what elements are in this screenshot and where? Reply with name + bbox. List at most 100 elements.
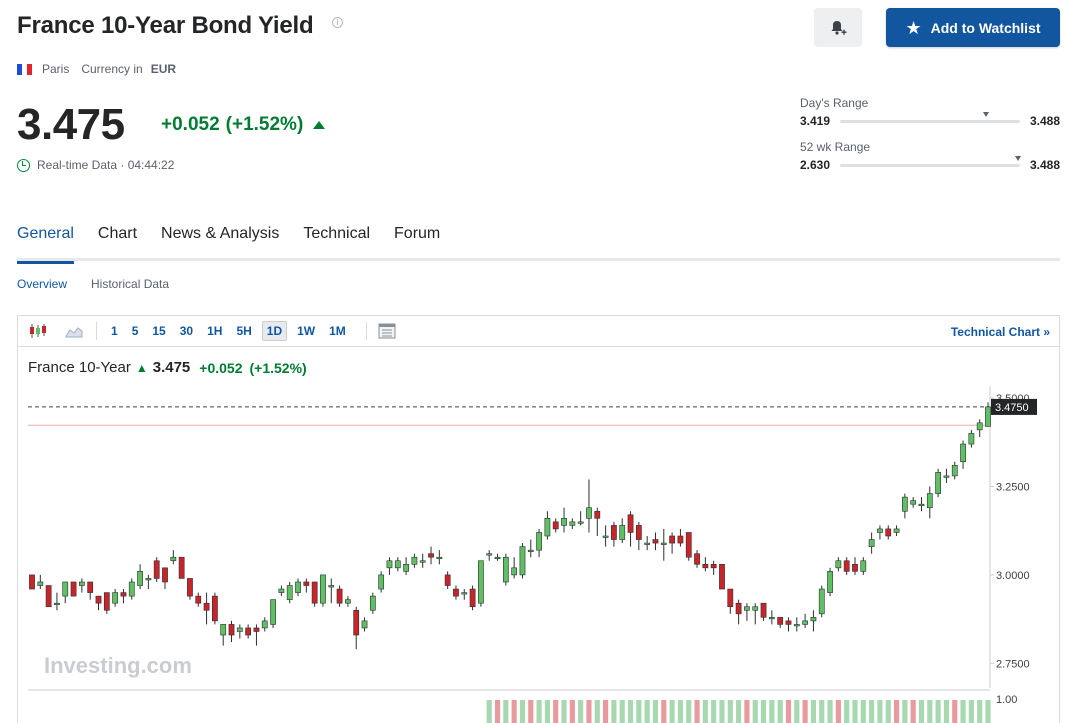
y-tick-label: 2.7500 <box>996 658 1030 670</box>
days-range-marker <box>982 111 989 117</box>
volume-bar <box>794 700 800 723</box>
candle-body <box>677 535 684 544</box>
candle-body <box>29 574 35 590</box>
chart-settings-icon[interactable] <box>377 322 397 340</box>
volume-bar <box>744 700 750 723</box>
tab-chart[interactable]: Chart <box>97 225 138 242</box>
candle-body <box>519 546 526 576</box>
candle-body <box>719 563 725 590</box>
timeframe-5[interactable]: 5 <box>131 324 139 338</box>
volume-bar <box>819 700 825 723</box>
timeframe-5h[interactable]: 5H <box>236 324 252 338</box>
volume-bar <box>869 700 875 723</box>
timeframe-1d[interactable]: 1D <box>261 321 288 341</box>
candle-body <box>544 518 551 537</box>
volume-bar <box>893 700 900 723</box>
candle-body <box>818 588 825 615</box>
timeframe-15[interactable]: 15 <box>152 324 166 338</box>
candle-body <box>494 556 501 560</box>
last-price-tag <box>991 398 1037 415</box>
timeframe-1h[interactable]: 1H <box>207 324 223 338</box>
timeframe-1m[interactable]: 1M <box>329 324 346 338</box>
volume-bar <box>927 700 933 723</box>
timeframe-1w[interactable]: 1W <box>297 324 316 338</box>
info-icon[interactable]: i <box>332 17 343 28</box>
tab-technical[interactable]: Technical <box>303 225 371 242</box>
volume-bar <box>636 700 642 723</box>
volume-bar <box>960 700 966 723</box>
candle-body <box>976 422 983 431</box>
candle-body <box>79 581 85 586</box>
candle-body <box>153 560 160 579</box>
candle-body <box>843 560 850 572</box>
candle-body <box>669 535 675 544</box>
candle-body <box>552 521 559 530</box>
candle-body <box>968 433 975 445</box>
candle-body <box>369 595 376 611</box>
volume-bar <box>578 700 584 723</box>
candle-body <box>336 588 343 604</box>
candle-body <box>320 574 326 604</box>
alert-button[interactable] <box>814 8 862 47</box>
candle-body <box>70 581 77 597</box>
candle-body <box>162 567 168 583</box>
timeframe-30[interactable]: 30 <box>179 324 194 338</box>
volume-bar <box>694 700 700 723</box>
52wk-range-high: 3.488 <box>1029 158 1060 172</box>
chart-legend: France 10-Year ▲ 3.475 +0.052 (+1.52%) <box>28 359 307 376</box>
52wk-range: 52 wk Range 2.630 3.488 <box>800 140 1060 172</box>
candlestick-chart[interactable]: 3.50003.25003.00002.7500Investing.com3.4… <box>18 316 1059 723</box>
timeframe-1[interactable]: 1 <box>111 324 118 338</box>
add-to-watchlist-button[interactable]: ★ Add to Watchlist <box>886 8 1060 47</box>
candle-body <box>444 574 451 586</box>
bell-plus-icon <box>831 20 847 35</box>
tab-forum[interactable]: Forum <box>394 225 441 242</box>
page-title: France 10-Year Bond Yield <box>17 12 314 39</box>
candle-body <box>236 627 243 632</box>
up-arrow-icon <box>313 121 326 129</box>
subtab-overview[interactable]: Overview <box>17 277 68 291</box>
france-flag-icon <box>17 63 32 75</box>
candle-body <box>602 535 609 538</box>
candle-body <box>403 563 409 572</box>
volume-bar <box>536 700 542 723</box>
area-chart-type-icon[interactable] <box>64 322 84 340</box>
candle-body <box>802 620 808 625</box>
days-range-high: 3.488 <box>1029 114 1060 128</box>
volume-bar <box>711 700 717 723</box>
candle-body <box>95 595 102 604</box>
candle-body <box>353 609 360 636</box>
candle-body <box>536 532 542 551</box>
candle-body <box>394 560 401 569</box>
candlestick-type-icon[interactable] <box>28 322 48 340</box>
volume-bar <box>486 700 492 723</box>
currency-value: EUR <box>150 62 177 76</box>
change-percent: (+1.52%) <box>225 114 304 135</box>
candle-body <box>502 556 509 583</box>
technical-chart-link[interactable]: Technical Chart » <box>950 325 1050 339</box>
candle-body <box>486 553 493 556</box>
days-range-bar <box>840 111 1020 123</box>
candle-body <box>228 624 235 636</box>
candle-body <box>461 592 468 595</box>
volume-bar <box>736 700 742 723</box>
volume-bar <box>594 700 600 723</box>
volume-bar <box>511 700 517 723</box>
candle-body <box>793 624 800 627</box>
candle-body <box>245 627 252 636</box>
volume-bar <box>727 700 733 723</box>
candle-body <box>87 581 94 593</box>
subtab-historical-data[interactable]: Historical Data <box>91 277 170 291</box>
candle-body <box>295 581 301 593</box>
volume-bar <box>553 700 559 723</box>
tab-general[interactable]: General <box>17 224 74 264</box>
candle-body <box>203 602 210 611</box>
tab-news-analysis[interactable]: News & Analysis <box>161 225 280 242</box>
candle-body <box>303 581 310 586</box>
legend-name: France 10-Year <box>28 359 131 376</box>
price-chart-panel: 1 5 15 30 1H 5H 1D 1W 1M Technical Chart » Franc… <box>17 315 1060 723</box>
volume-bar <box>686 700 692 723</box>
days-range-label: Day's Range <box>800 96 869 110</box>
instrument-meta: Paris Currency in EUR <box>17 62 176 76</box>
volume-bar <box>644 700 650 723</box>
